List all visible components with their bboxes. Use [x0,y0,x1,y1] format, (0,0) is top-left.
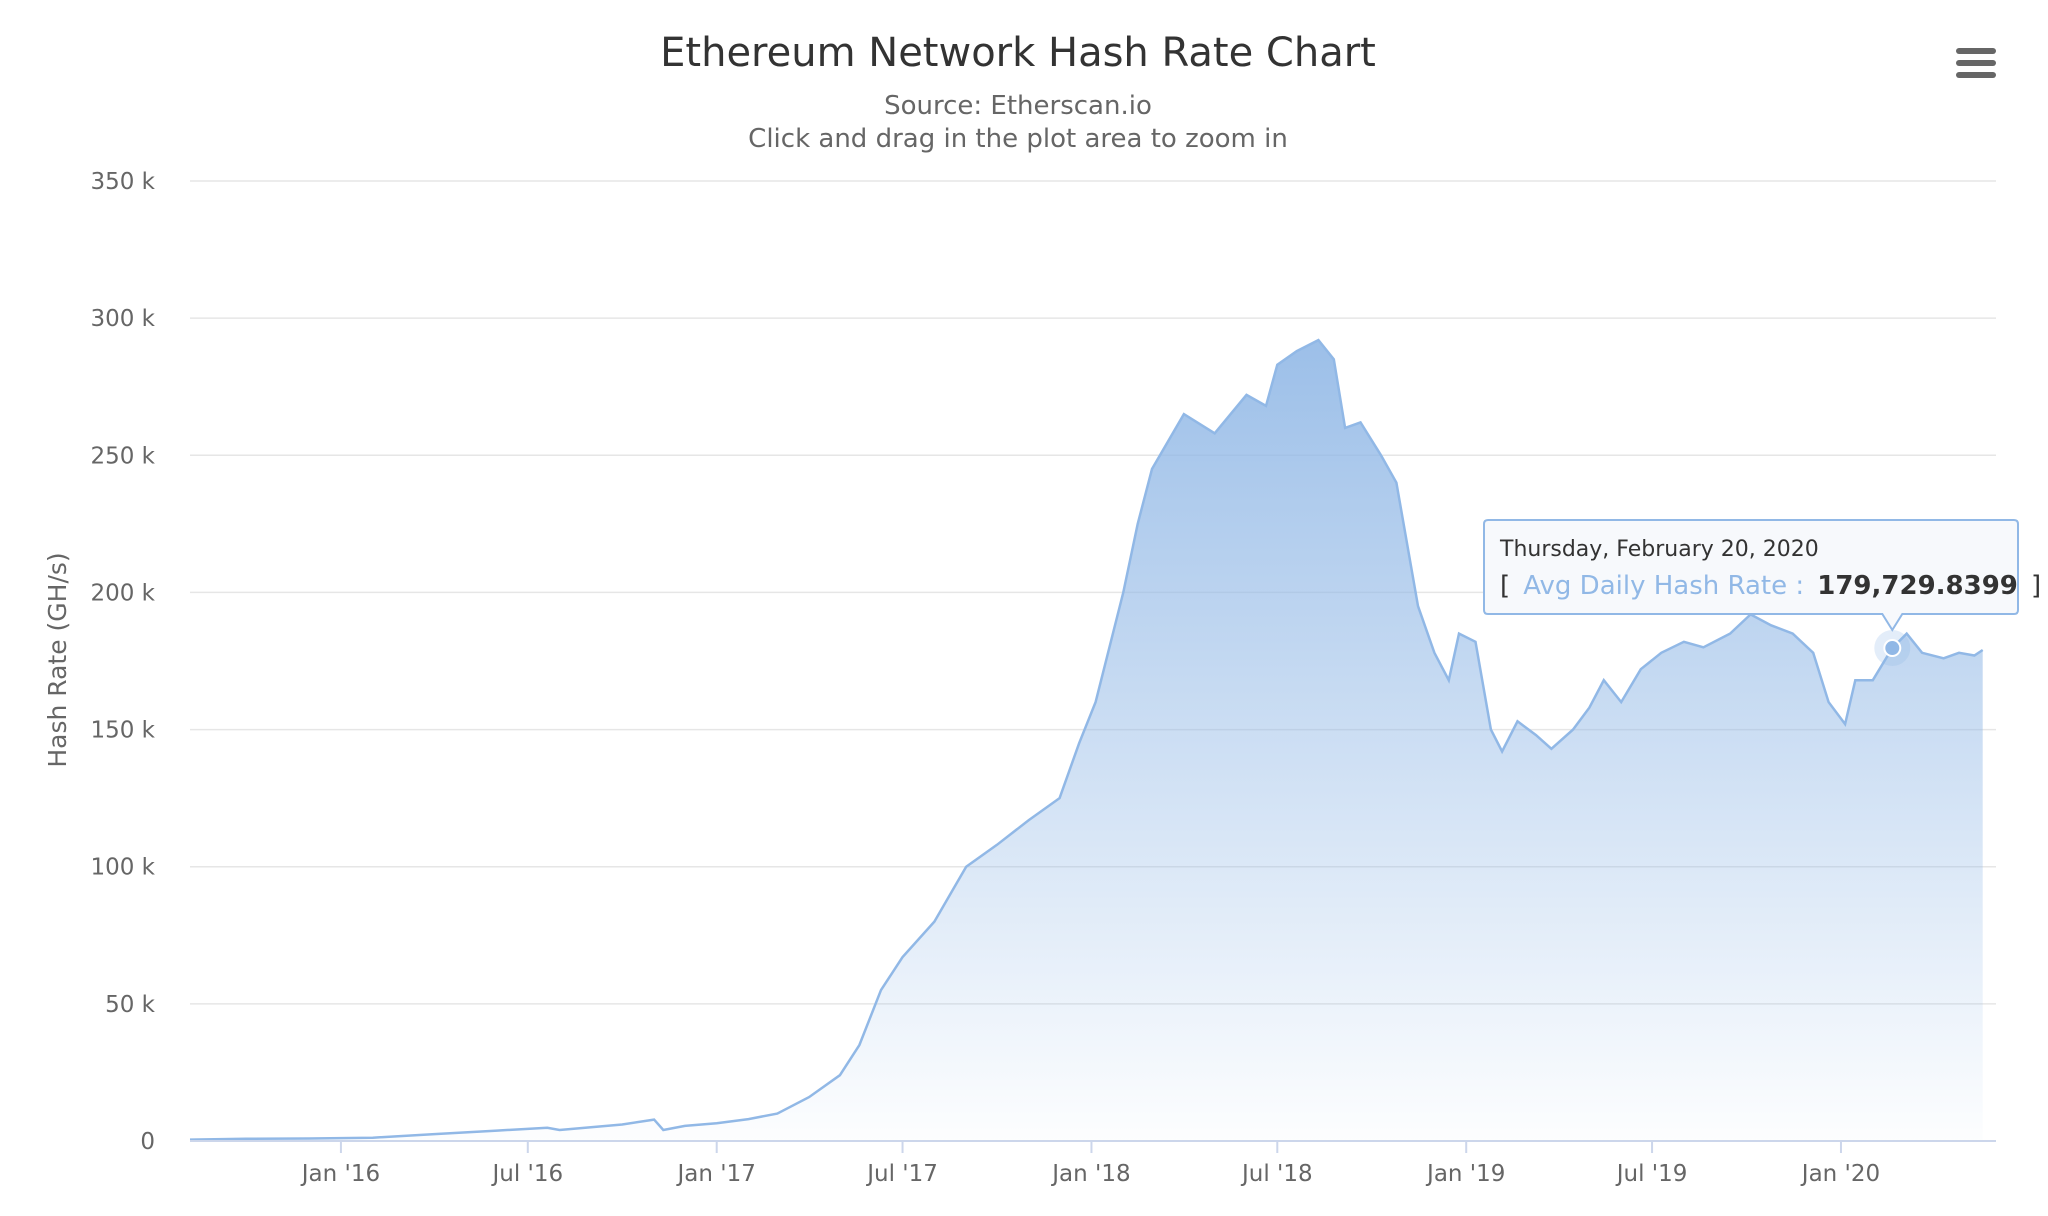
y-tick-label: 300 k [90,306,155,332]
x-tick-label: Jan '19 [1425,1161,1505,1187]
chart-subtitle-hint: Click and drag in the plot area to zoom … [748,124,1288,154]
tooltip-box [1483,519,2019,632]
tooltip-series-name: Avg Daily Hash Rate : [1523,571,1804,601]
tooltip-date: Thursday, February 20, 2020 [1499,537,1819,562]
hover-point-marker [1883,639,1902,658]
y-axis-title: Hash Rate (GH/s) [43,552,72,767]
y-tick-label: 0 [140,1129,155,1155]
y-axis-ticks: 0 50 k 100 k 150 k 200 k 250 k 300 k 350 k [90,169,155,1155]
x-tick-label: Jul '17 [865,1161,938,1187]
y-tick-label: 150 k [90,718,155,744]
x-tick-label: Jan '20 [1800,1161,1880,1187]
tooltip: Thursday, February 20, 2020 [ Avg Daily … [1483,519,2041,667]
x-tick-label: Jan '16 [300,1161,380,1187]
y-tick-label: 350 k [90,169,155,195]
x-tick-label: Jan '17 [676,1161,756,1187]
x-tick-label: Jan '18 [1050,1161,1130,1187]
tooltip-open-bracket: [ [1500,571,1510,601]
chart-title: Ethereum Network Hash Rate Chart [660,30,1376,76]
hamburger-menu-icon[interactable] [1952,40,2000,80]
tooltip-value: 179,729.8399 [1817,571,2018,601]
tooltip-close-bracket: ] [2031,571,2041,601]
x-axis-ticks: Jan '16 Jul '16 Jan '17 Jul '17 Jan '18 Jul '… [300,1141,1880,1187]
x-tick-label: Jul '16 [490,1161,563,1187]
y-tick-label: 100 k [90,855,155,881]
y-tick-label: 50 k [105,992,156,1018]
tooltip-value-line: [ Avg Daily Hash Rate : 179,729.8399 ] [1500,571,2041,601]
series-area-fill [190,340,1983,1142]
chart-subtitle-source: Source: Etherscan.io [884,91,1152,121]
y-tick-label: 200 k [90,580,155,606]
series-line[interactable] [189,338,1984,1141]
x-tick-label: Jul '18 [1240,1161,1313,1187]
y-tick-label: 250 k [90,443,155,469]
x-tick-label: Jul '19 [1615,1161,1688,1187]
